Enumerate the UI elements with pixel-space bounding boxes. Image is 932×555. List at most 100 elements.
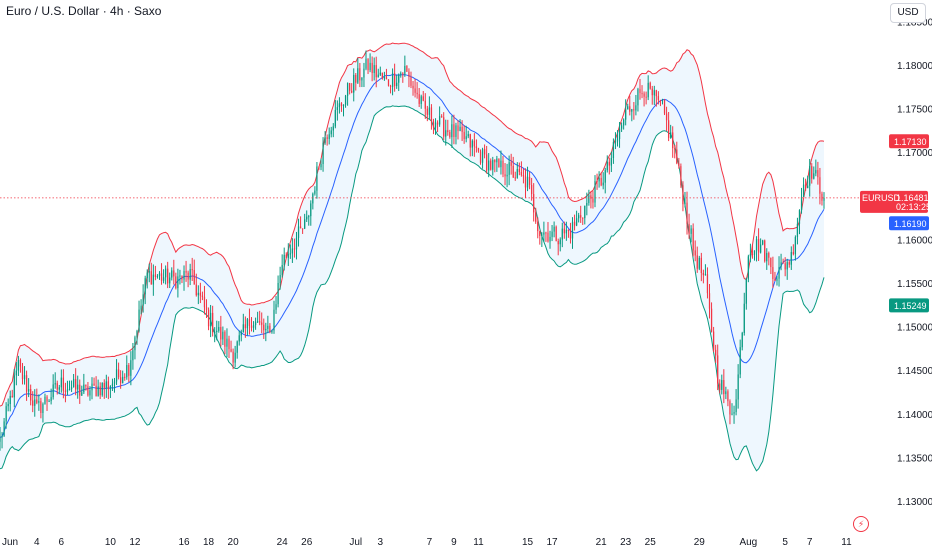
candle	[659, 99, 662, 107]
candle-body	[216, 330, 218, 332]
candle-body	[712, 331, 715, 350]
candle	[809, 158, 811, 197]
candle	[70, 380, 73, 392]
candle	[359, 62, 361, 88]
candle-body	[665, 113, 668, 121]
candle-body	[316, 166, 318, 191]
candle-body	[704, 274, 707, 276]
candle	[56, 380, 58, 395]
candle	[598, 171, 600, 188]
candle-body	[682, 185, 684, 205]
candle-body	[757, 239, 760, 253]
candle-body	[72, 379, 75, 388]
candle-body	[432, 121, 435, 128]
candle	[379, 66, 381, 77]
x-tick-label: 7	[807, 537, 813, 548]
candle-body	[30, 388, 32, 401]
candle-body	[308, 216, 310, 218]
candle	[11, 389, 13, 398]
candle	[164, 265, 167, 285]
candle	[710, 302, 713, 333]
candle	[737, 364, 739, 409]
currency-button[interactable]: USD	[890, 3, 926, 23]
candle-body	[156, 275, 159, 277]
candle	[402, 72, 404, 83]
candle	[537, 217, 539, 239]
candle-body	[459, 126, 461, 131]
candle	[320, 158, 322, 171]
candle	[717, 344, 719, 391]
candle-body	[438, 116, 441, 125]
candle	[21, 362, 24, 385]
bollinger-middle-line	[0, 73, 825, 438]
candle-body	[647, 82, 649, 98]
candle-body	[561, 228, 563, 240]
candle-body	[152, 274, 154, 285]
candle	[158, 271, 161, 280]
candle-body	[371, 62, 373, 74]
candle-body	[36, 399, 38, 403]
candle-body	[361, 77, 363, 81]
candle	[383, 71, 386, 81]
candle	[52, 374, 54, 400]
candle-body	[359, 68, 361, 81]
candle	[89, 386, 91, 401]
candle-body	[514, 177, 516, 179]
candle	[99, 382, 101, 400]
candle-body	[259, 321, 261, 323]
middle-band-badge: 1.16190	[889, 216, 929, 231]
candle-body	[584, 205, 586, 219]
candle-body	[635, 105, 637, 111]
y-tick-label: 1.13500	[897, 453, 932, 464]
last-price-badge-countdown: 02:13:25	[896, 202, 931, 212]
candle-body	[19, 360, 22, 367]
candle	[3, 418, 5, 437]
candle	[144, 275, 146, 305]
candle	[451, 115, 453, 148]
candle	[557, 238, 559, 256]
candle	[571, 217, 574, 249]
lightning-alert-icon[interactable]: ⚡	[853, 516, 869, 532]
y-tick-label: 1.14000	[897, 410, 932, 421]
candle-body	[800, 196, 803, 211]
candle	[706, 267, 709, 299]
candle-body	[254, 321, 257, 325]
candle-body	[702, 272, 705, 276]
candle-body	[678, 163, 680, 167]
candle-body	[124, 376, 126, 378]
candle	[263, 318, 265, 339]
candle-body	[193, 270, 195, 285]
candle-body	[322, 142, 324, 164]
candle-body	[680, 166, 682, 186]
candle-body	[629, 106, 631, 112]
candle	[187, 270, 189, 288]
candle	[786, 258, 788, 280]
candle-body	[381, 72, 383, 79]
candle-body	[620, 125, 623, 129]
candle-body	[782, 262, 784, 264]
candle-body	[755, 239, 758, 251]
candle	[234, 345, 236, 368]
candle-body	[393, 73, 396, 87]
candle	[596, 173, 598, 190]
candle-body	[169, 277, 171, 284]
candle-body	[541, 234, 543, 237]
candle-body	[387, 79, 390, 86]
candle-body	[582, 217, 584, 219]
x-tick-label: 11	[473, 537, 484, 548]
candle-body	[623, 119, 625, 126]
candle-body	[52, 384, 54, 398]
candle-body	[79, 384, 81, 396]
candle-body	[786, 262, 788, 270]
candle	[238, 330, 240, 346]
candle-body	[500, 160, 502, 168]
candle-body	[68, 389, 71, 391]
candle-body	[690, 228, 692, 234]
candle-body	[9, 395, 11, 405]
candle-body	[60, 377, 62, 388]
candle	[232, 348, 234, 370]
candle	[496, 155, 498, 172]
candle	[471, 139, 473, 157]
